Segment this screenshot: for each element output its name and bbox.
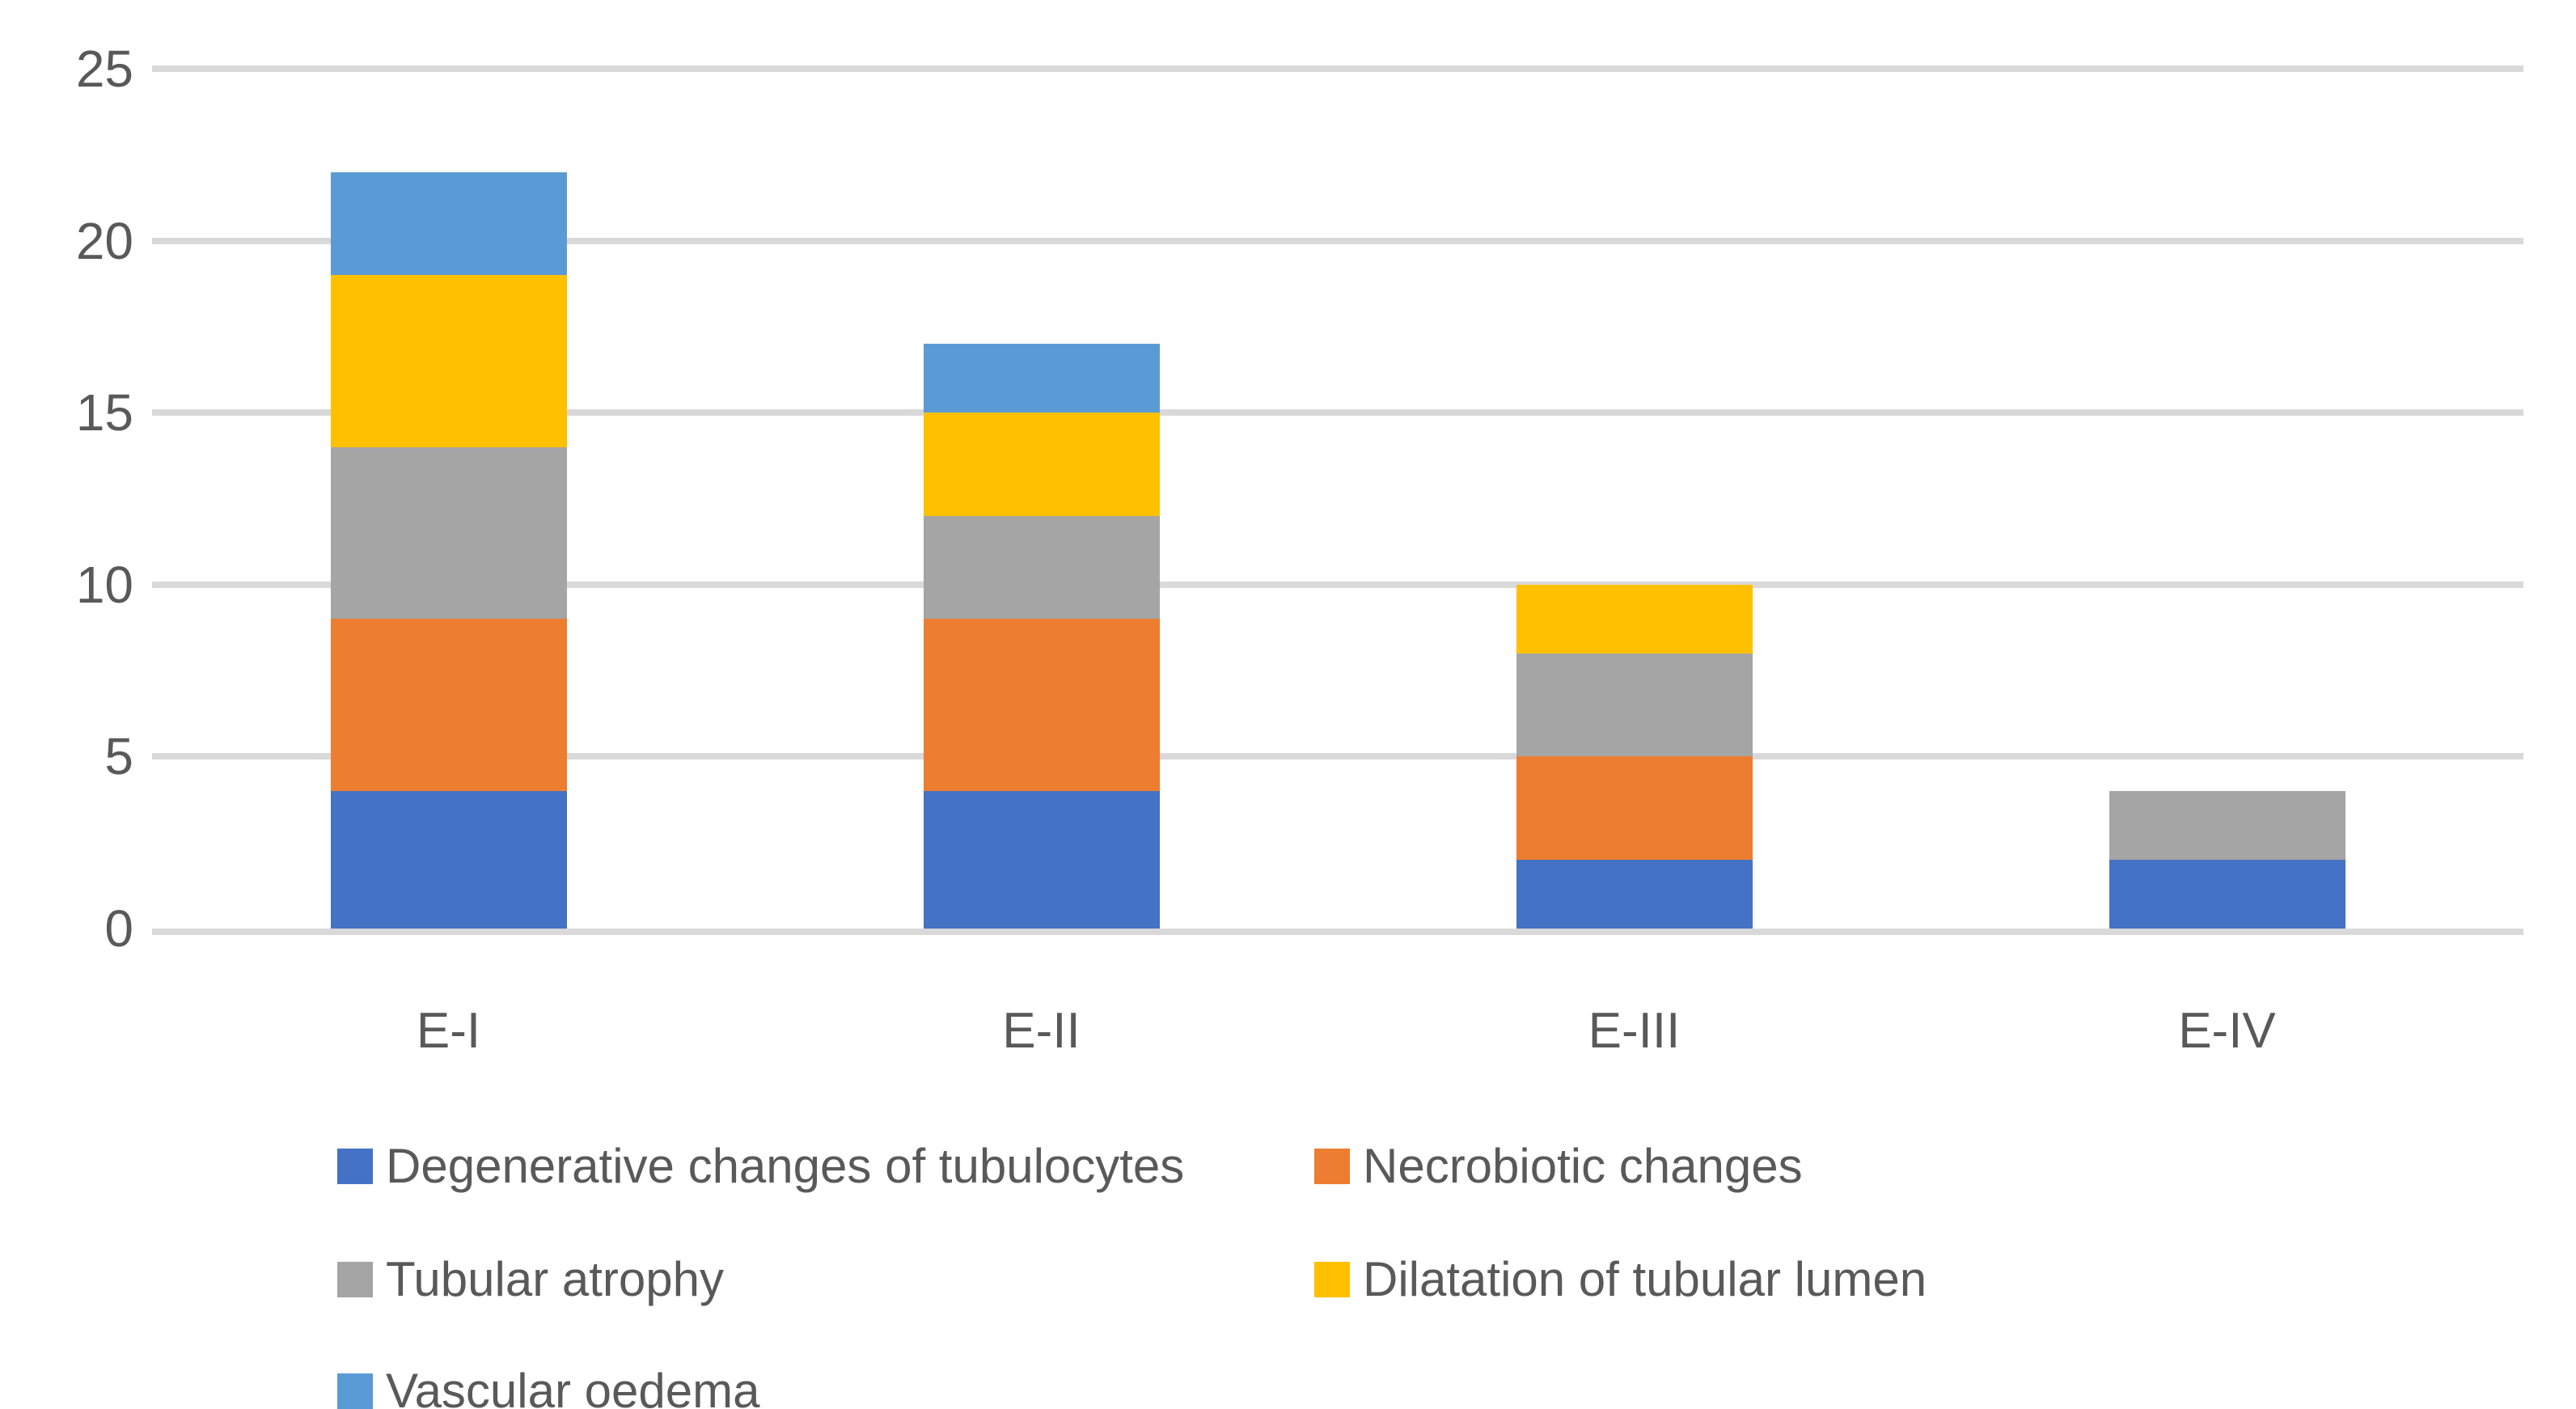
gridline-10 — [152, 581, 2523, 588]
gridline-25 — [152, 66, 2523, 72]
legend-marker-icon — [337, 1373, 373, 1409]
bar-segment — [330, 619, 567, 791]
y-axis-tick-label: 20 — [75, 211, 133, 270]
legend-item: Necrobiotic changes — [1314, 1139, 1803, 1194]
bar-segment — [2109, 790, 2345, 860]
bar-segment — [923, 413, 1160, 516]
bar-segment — [330, 275, 567, 447]
x-axis-category-label: E-IV — [2178, 1003, 2276, 1059]
y-axis-tick-label: 5 — [104, 727, 133, 786]
gridline-20 — [152, 237, 2523, 244]
bar-segment — [1516, 756, 1753, 860]
y-axis-tick-label: 10 — [75, 555, 133, 614]
legend-label: Dilatation of tubular lumen — [1363, 1252, 1927, 1306]
y-axis-tick-label: 15 — [75, 383, 133, 442]
bar-segment — [1516, 859, 1753, 929]
bar-segment — [923, 344, 1160, 413]
bar-segment — [2109, 859, 2345, 929]
gridline-5 — [152, 753, 2523, 760]
bar-segment — [1516, 584, 1753, 654]
bar-segment — [923, 515, 1160, 620]
legend-label: Vascular oedema — [386, 1364, 760, 1409]
bar-segment — [330, 446, 567, 620]
bar-segment — [330, 171, 567, 276]
y-axis-tick-label: 0 — [104, 899, 133, 958]
legend-label: Degenerative changes of tubulocytes — [386, 1139, 1185, 1193]
y-axis-tick-label: 25 — [75, 40, 133, 98]
legend-label: Necrobiotic changes — [1363, 1139, 1803, 1193]
bar-segment — [1516, 653, 1753, 757]
gridline-15 — [152, 409, 2523, 417]
legend-label: Tubular atrophy — [386, 1252, 725, 1306]
legend-marker-icon — [337, 1262, 373, 1297]
legend-marker-icon — [337, 1149, 373, 1184]
legend-item: Tubular atrophy — [337, 1252, 724, 1307]
legend-item: Vascular oedema — [337, 1364, 759, 1409]
x-axis-category-label: E-III — [1588, 1003, 1681, 1059]
bar-segment — [923, 619, 1160, 791]
legend-item: Degenerative changes of tubulocytes — [337, 1139, 1184, 1194]
x-axis-category-label: E-II — [1002, 1003, 1081, 1059]
bar-segment — [923, 790, 1160, 929]
gridline-0 — [152, 929, 2523, 935]
x-axis-category-label: E-I — [416, 1003, 481, 1059]
legend-item: Dilatation of tubular lumen — [1314, 1252, 1927, 1307]
legend-marker-icon — [1314, 1149, 1350, 1184]
bar-segment — [330, 790, 567, 929]
legend-marker-icon — [1314, 1262, 1350, 1297]
